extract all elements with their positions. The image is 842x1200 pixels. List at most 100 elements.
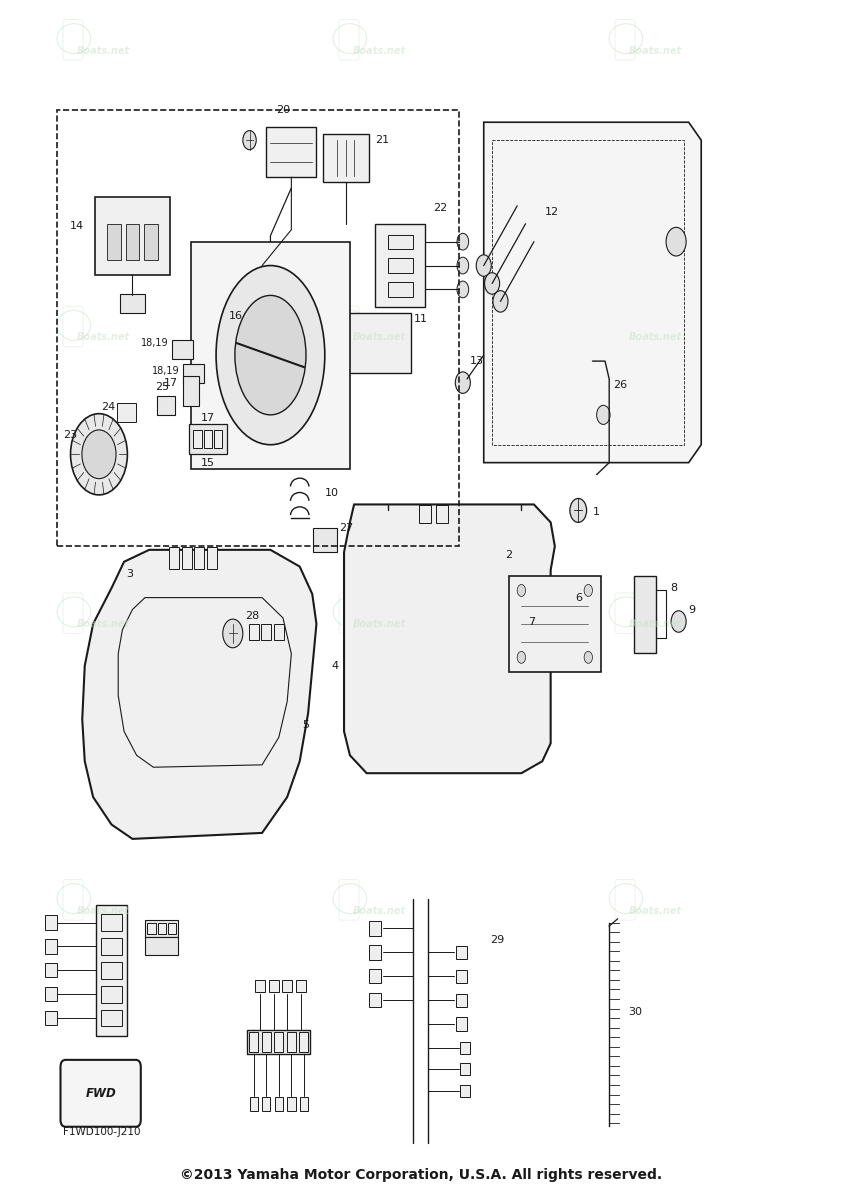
Bar <box>461 1063 471 1075</box>
Circle shape <box>584 584 593 596</box>
Text: Boats.net: Boats.net <box>353 906 406 916</box>
Bar <box>248 624 258 640</box>
Bar <box>172 340 193 359</box>
Bar <box>145 937 179 955</box>
Text: 1: 1 <box>593 506 600 517</box>
Bar <box>313 528 337 552</box>
Bar <box>195 547 205 569</box>
Bar <box>168 923 176 935</box>
Bar <box>207 547 217 569</box>
Circle shape <box>477 254 491 276</box>
Bar <box>274 624 284 640</box>
Bar <box>45 940 57 954</box>
Bar <box>101 1009 122 1026</box>
Circle shape <box>457 257 469 274</box>
Bar <box>282 980 292 991</box>
Bar <box>45 916 57 930</box>
Bar <box>182 547 192 569</box>
Ellipse shape <box>216 265 325 445</box>
Bar <box>296 980 306 991</box>
Text: Boats.net: Boats.net <box>77 906 130 916</box>
Text: 17: 17 <box>163 378 178 388</box>
Text: 15: 15 <box>200 457 215 468</box>
Bar <box>435 505 448 523</box>
Bar <box>269 980 279 991</box>
Bar <box>461 1085 471 1097</box>
Text: FWD: FWD <box>85 1087 116 1100</box>
Bar <box>300 1097 308 1111</box>
Text: Boats.net: Boats.net <box>353 332 406 342</box>
Bar <box>183 376 200 406</box>
Bar <box>419 505 431 523</box>
Bar <box>369 970 381 984</box>
Bar <box>120 294 145 313</box>
Bar <box>144 223 157 259</box>
Circle shape <box>71 414 127 494</box>
Circle shape <box>517 652 525 664</box>
Bar <box>387 282 413 296</box>
Text: 2: 2 <box>504 550 512 559</box>
Text: 8: 8 <box>670 583 677 593</box>
Circle shape <box>82 430 116 479</box>
Bar <box>101 986 122 1002</box>
Bar <box>509 576 601 672</box>
Bar <box>147 923 156 935</box>
Bar <box>101 962 122 979</box>
Text: 5: 5 <box>302 720 309 731</box>
Bar <box>262 1032 271 1051</box>
Text: Boats.net: Boats.net <box>629 619 682 629</box>
Bar <box>191 241 350 469</box>
Text: 27: 27 <box>339 523 354 533</box>
Bar <box>634 576 656 653</box>
Text: 7: 7 <box>528 617 536 626</box>
Circle shape <box>457 281 469 298</box>
Circle shape <box>457 233 469 250</box>
Bar <box>461 1042 471 1054</box>
Text: 22: 22 <box>434 203 448 214</box>
Bar <box>456 1018 466 1031</box>
Bar <box>274 1032 284 1051</box>
Circle shape <box>242 131 256 150</box>
Bar <box>157 923 166 935</box>
Bar <box>456 946 466 959</box>
FancyBboxPatch shape <box>61 1060 141 1127</box>
Text: 16: 16 <box>229 311 242 320</box>
Text: Boats.net: Boats.net <box>77 332 130 342</box>
Text: 18,19: 18,19 <box>152 366 179 376</box>
Text: 11: 11 <box>414 314 429 324</box>
Text: 28: 28 <box>245 611 259 620</box>
Circle shape <box>671 611 686 632</box>
Circle shape <box>584 652 593 664</box>
Text: 25: 25 <box>155 383 169 392</box>
Bar <box>157 396 175 415</box>
Bar <box>249 1097 258 1111</box>
Bar <box>287 1032 296 1051</box>
Polygon shape <box>83 550 317 839</box>
Bar <box>248 1030 310 1054</box>
Bar <box>101 938 122 955</box>
Bar <box>322 134 369 182</box>
Bar <box>101 914 122 931</box>
Bar <box>145 919 179 937</box>
Bar <box>287 1097 296 1111</box>
Bar <box>261 624 271 640</box>
Bar <box>266 127 317 178</box>
Bar <box>189 424 226 454</box>
Bar <box>369 922 381 936</box>
Text: 24: 24 <box>102 402 115 412</box>
Bar <box>45 988 57 1001</box>
Bar <box>117 403 136 422</box>
Text: 4: 4 <box>332 661 338 671</box>
Circle shape <box>517 584 525 596</box>
Ellipse shape <box>235 295 306 415</box>
Text: 20: 20 <box>276 106 290 115</box>
Bar <box>375 223 425 307</box>
Bar <box>95 197 170 275</box>
Polygon shape <box>484 122 701 463</box>
Bar <box>45 1010 57 1025</box>
Text: Boats.net: Boats.net <box>353 46 406 55</box>
Circle shape <box>666 227 686 256</box>
Text: ©2013 Yamaha Motor Corporation, U.S.A. All rights reserved.: ©2013 Yamaha Motor Corporation, U.S.A. A… <box>180 1168 662 1182</box>
Bar <box>387 234 413 248</box>
Circle shape <box>484 272 499 294</box>
